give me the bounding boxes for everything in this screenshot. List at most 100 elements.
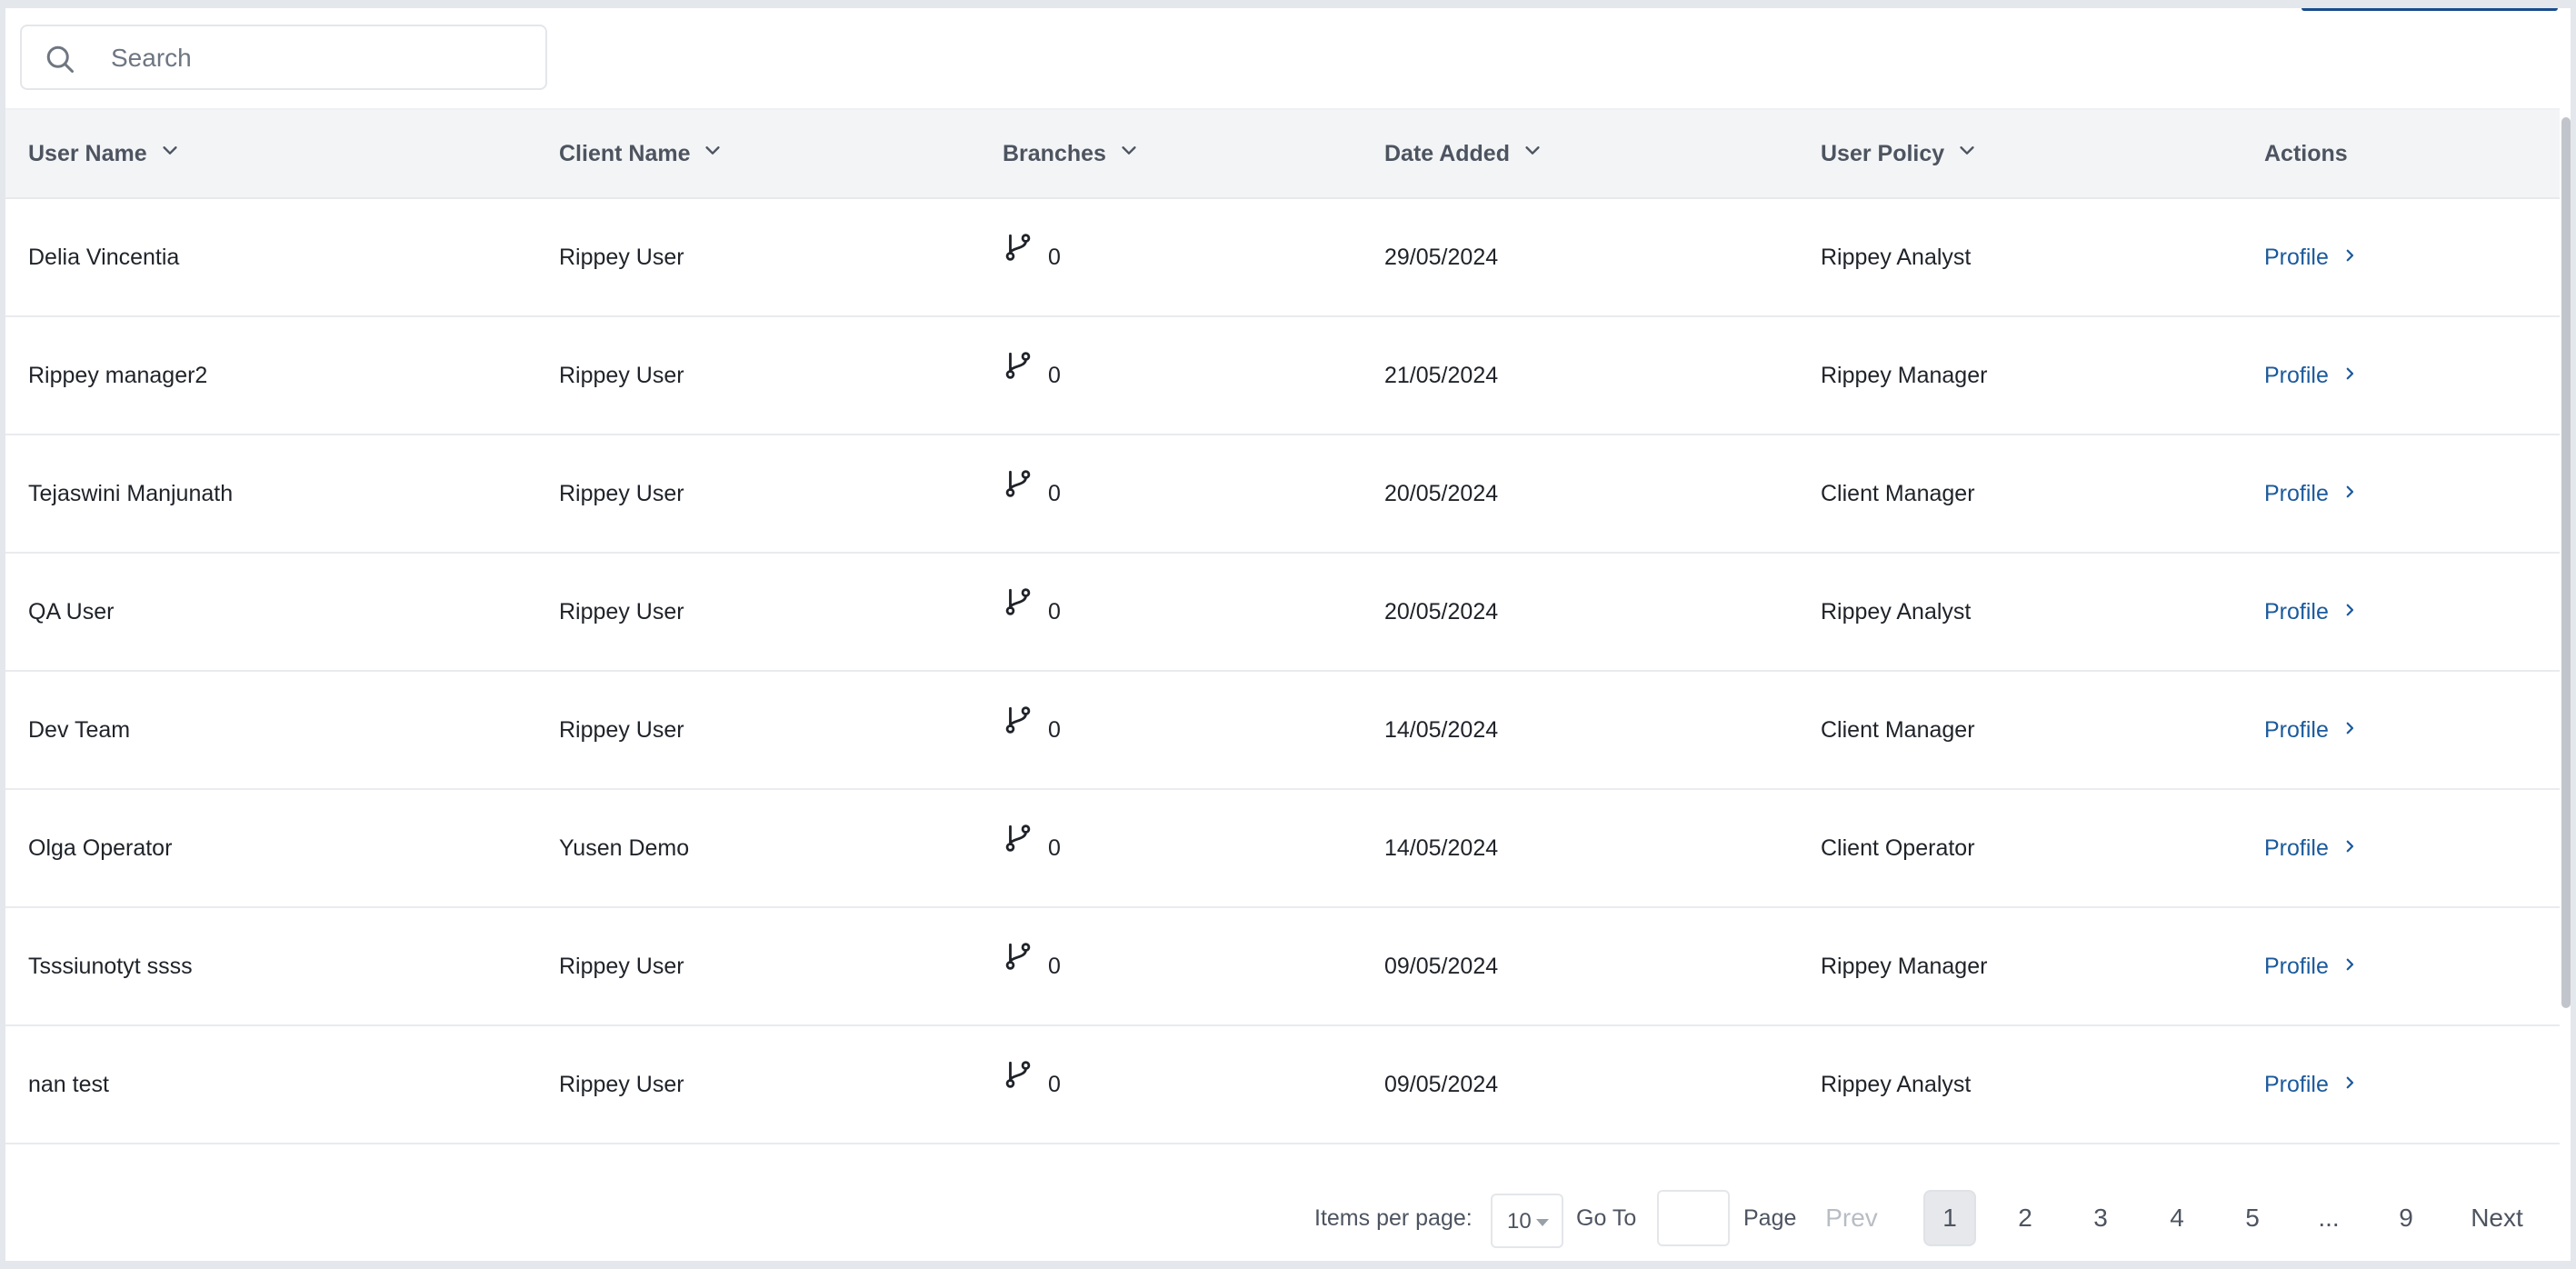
actions-cell: Profile bbox=[2264, 790, 2358, 906]
user-name-cell-text: QA User bbox=[28, 599, 115, 625]
date-added-cell: 20/05/2024 bbox=[1384, 435, 1498, 552]
user-name-cell: Olga Operator bbox=[28, 790, 172, 906]
search-input[interactable] bbox=[109, 26, 531, 90]
user-name-cell-text: Tejaswini Manjunath bbox=[28, 481, 234, 506]
chevron-right-icon bbox=[2341, 435, 2358, 551]
profile-link[interactable]: Profile bbox=[2264, 481, 2358, 506]
user-policy-cell-text: Client Manager bbox=[1821, 481, 1975, 506]
user-name-cell: Rippey manager2 bbox=[28, 317, 207, 434]
user-policy-cell: Rippey Manager bbox=[1821, 317, 1987, 434]
column-header-actions: Actions bbox=[2264, 110, 2348, 197]
table-row: Dev Team Rippey User 0 14/05/2024 Client Man… bbox=[5, 672, 2560, 790]
branches-cell: 0 bbox=[1003, 317, 1061, 434]
client-name-cell: Rippey User bbox=[559, 435, 684, 552]
profile-link[interactable]: Profile bbox=[2264, 245, 2358, 270]
user-policy-cell: Rippey Analyst bbox=[1821, 199, 1971, 315]
git-branch-icon bbox=[1003, 1024, 1033, 1141]
search-box[interactable] bbox=[20, 25, 547, 90]
page-button-5[interactable]: 5 bbox=[2245, 1204, 2260, 1232]
page-button-2[interactable]: 2 bbox=[2018, 1204, 2032, 1232]
client-name-cell-text: Yusen Demo bbox=[559, 835, 690, 861]
chevron-right-icon bbox=[2341, 316, 2358, 433]
client-name-cell-text: Rippey User bbox=[559, 954, 684, 979]
column-header-user-policy[interactable]: User Policy bbox=[1821, 110, 1977, 197]
goto-page-input[interactable] bbox=[1657, 1190, 1730, 1246]
chevron-down-icon[interactable] bbox=[1119, 109, 1139, 196]
actions-cell: Profile bbox=[2264, 1026, 2358, 1143]
branches-cell-text: 0 bbox=[1048, 363, 1061, 388]
branches-cell-text: 0 bbox=[1048, 717, 1061, 743]
prev-page-button: Prev bbox=[1825, 1204, 1878, 1232]
profile-link-label: Profile bbox=[2264, 245, 2329, 270]
caret-down-icon bbox=[1536, 1219, 1549, 1226]
profile-link[interactable]: Profile bbox=[2264, 599, 2358, 625]
actions-cell: Profile bbox=[2264, 554, 2358, 670]
client-name-cell-text: Rippey User bbox=[559, 245, 684, 270]
user-policy-cell: Client Manager bbox=[1821, 435, 1975, 552]
user-name-cell-text: Rippey manager2 bbox=[28, 363, 208, 388]
user-policy-cell-text: Rippey Manager bbox=[1821, 363, 1988, 388]
page-button-1[interactable]: 1 bbox=[1923, 1190, 1976, 1246]
branches-cell-text: 0 bbox=[1048, 835, 1061, 861]
profile-link[interactable]: Profile bbox=[2264, 954, 2358, 979]
search-icon bbox=[46, 45, 74, 73]
column-header-user-name[interactable]: User Name bbox=[28, 110, 180, 197]
git-branch-icon bbox=[1003, 670, 1033, 786]
git-branch-icon bbox=[1003, 434, 1033, 550]
date-added-cell-text: 09/05/2024 bbox=[1384, 954, 1499, 979]
client-name-cell-text: Rippey User bbox=[559, 1072, 684, 1097]
users-table: User Name Client Name Branches Date Added Us… bbox=[5, 108, 2560, 1144]
client-name-cell: Yusen Demo bbox=[559, 790, 689, 906]
branches-cell: 0 bbox=[1003, 554, 1061, 670]
chevron-down-icon[interactable] bbox=[160, 109, 180, 196]
user-policy-cell: Client Operator bbox=[1821, 790, 1975, 906]
items-per-page-select[interactable]: 10 bbox=[1491, 1194, 1563, 1248]
date-added-cell: 14/05/2024 bbox=[1384, 790, 1498, 906]
git-branch-icon bbox=[1003, 197, 1033, 314]
column-header-label: User Policy bbox=[1821, 141, 1945, 166]
branches-cell-text: 0 bbox=[1048, 954, 1061, 979]
column-header-branches[interactable]: Branches bbox=[1003, 110, 1139, 197]
profile-link[interactable]: Profile bbox=[2264, 835, 2358, 861]
profile-link[interactable]: Profile bbox=[2264, 363, 2358, 388]
git-branch-icon bbox=[1003, 315, 1033, 432]
column-header-client-name[interactable]: Client Name bbox=[559, 110, 723, 197]
column-header-date-added[interactable]: Date Added bbox=[1384, 110, 1543, 197]
chevron-right-icon bbox=[2341, 789, 2358, 905]
page-button-3[interactable]: 3 bbox=[2093, 1204, 2108, 1232]
git-branch-icon bbox=[1003, 552, 1033, 668]
profile-link-label: Profile bbox=[2264, 717, 2329, 743]
client-name-cell: Rippey User bbox=[559, 554, 684, 670]
actions-cell: Profile bbox=[2264, 435, 2358, 552]
table-row: Rippey manager2 Rippey User 0 21/05/2024 Rip… bbox=[5, 317, 2560, 435]
branches-cell: 0 bbox=[1003, 199, 1061, 315]
actions-cell: Profile bbox=[2264, 199, 2358, 315]
user-policy-cell: Rippey Analyst bbox=[1821, 1026, 1971, 1143]
table-row: Delia Vincentia Rippey User 0 29/05/2024 Rip… bbox=[5, 199, 2560, 317]
profile-link-label: Profile bbox=[2264, 1072, 2329, 1097]
chevron-down-icon[interactable] bbox=[1957, 109, 1977, 196]
profile-link[interactable]: Profile bbox=[2264, 717, 2358, 743]
page-button-4[interactable]: 4 bbox=[2170, 1204, 2184, 1232]
column-header-label: Client Name bbox=[559, 141, 691, 166]
users-panel: User Name Client Name Branches Date Added Us… bbox=[5, 8, 2571, 1261]
profile-link[interactable]: Profile bbox=[2264, 1072, 2358, 1097]
table-scrollbar[interactable] bbox=[2561, 117, 2571, 1008]
user-name-cell: Tejaswini Manjunath bbox=[28, 435, 233, 552]
user-name-cell: Tsssiunotyt ssss bbox=[28, 908, 193, 1024]
page-button-9[interactable]: 9 bbox=[2399, 1204, 2413, 1232]
client-name-cell-text: Rippey User bbox=[559, 599, 684, 625]
next-page-button[interactable]: Next bbox=[2471, 1204, 2523, 1232]
chevron-right-icon bbox=[2341, 907, 2358, 1024]
user-policy-cell: Rippey Manager bbox=[1821, 908, 1987, 1024]
user-policy-cell-text: Rippey Analyst bbox=[1821, 1072, 1972, 1097]
date-added-cell-text: 20/05/2024 bbox=[1384, 599, 1499, 625]
branches-cell: 0 bbox=[1003, 672, 1061, 788]
profile-link-label: Profile bbox=[2264, 835, 2329, 861]
chevron-down-icon[interactable] bbox=[1523, 109, 1543, 196]
date-added-cell: 29/05/2024 bbox=[1384, 199, 1498, 315]
column-header-label: Actions bbox=[2264, 141, 2348, 166]
chevron-down-icon[interactable] bbox=[703, 109, 723, 196]
date-added-cell: 20/05/2024 bbox=[1384, 554, 1498, 670]
date-added-cell-text: 29/05/2024 bbox=[1384, 245, 1499, 270]
